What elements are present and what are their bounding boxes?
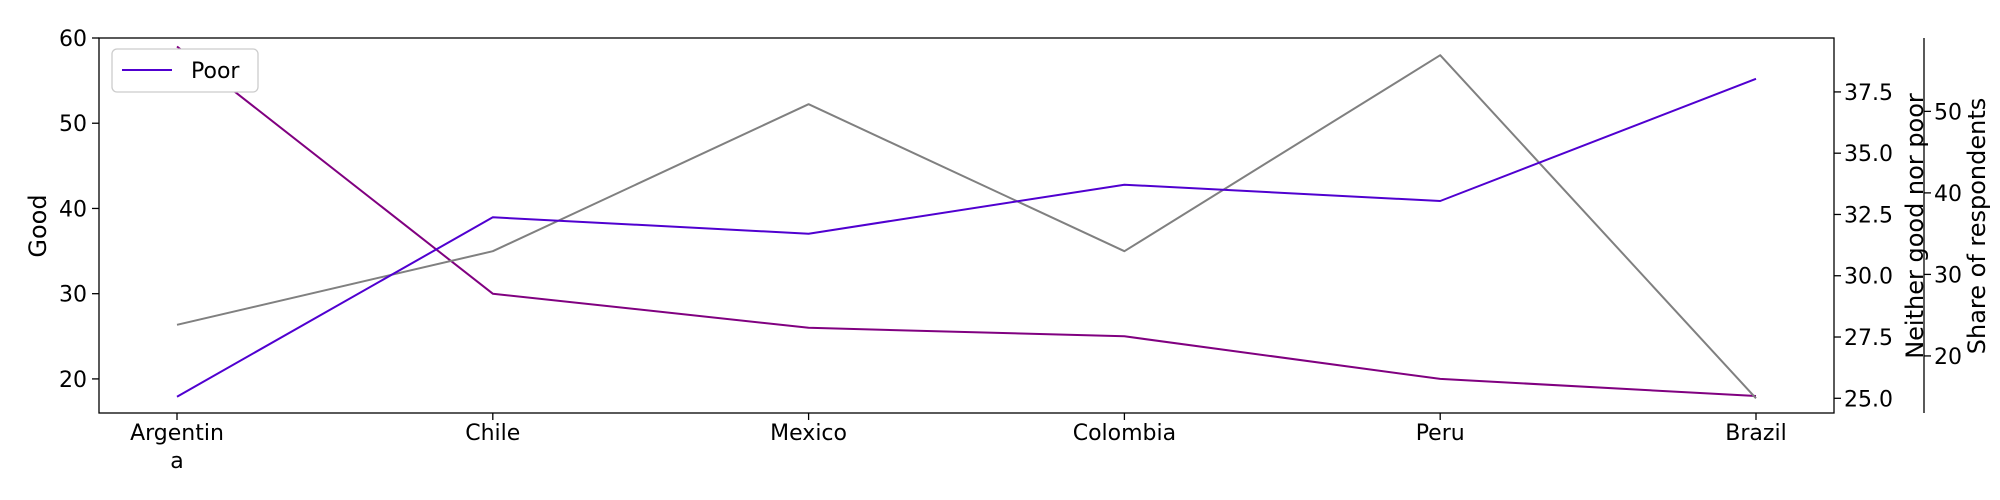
- legend-label-poor: Poor: [191, 59, 240, 84]
- series-line-neither-good-nor-poor: [176, 54, 1757, 399]
- series-lines: [176, 45, 1757, 399]
- share-axis: 20 30 40 50: [1924, 100, 1962, 370]
- share-axis-title: Share of respondents: [1963, 98, 1991, 355]
- good-axis-title: Good: [24, 194, 52, 257]
- neither-axis-tick-label: 32.5: [1844, 203, 1893, 228]
- good-axis-tick-label: 60: [59, 27, 87, 52]
- x-tick-label-peru: Peru: [1416, 421, 1465, 446]
- share-axis-tick-label: 20: [1934, 345, 1962, 370]
- series-line-poor: [176, 77, 1757, 398]
- neither-axis-tick-label: 37.5: [1844, 81, 1893, 106]
- good-axis-tick-label: 30: [59, 283, 87, 308]
- share-axis-tick-label: 40: [1934, 182, 1962, 207]
- share-axis-tick-label: 30: [1934, 263, 1962, 288]
- x-tick-label-mexico: Mexico: [770, 421, 847, 446]
- x-tick-label-line: Argentin: [130, 421, 224, 446]
- plot-frame: [98, 37, 1835, 414]
- good-axis-tick-label: 50: [59, 112, 87, 137]
- share-axis-tick-label: 50: [1934, 100, 1962, 125]
- x-tick-label-argentina: Argentin a: [130, 421, 224, 474]
- x-tick-label-line: Colombia: [1073, 421, 1176, 446]
- neither-axis-tick-label: 30.0: [1844, 265, 1893, 290]
- neither-axis-title: Neither good nor poor: [1901, 93, 1929, 359]
- neither-axis: 25.0 27.5 30.0 32.5 35.0 37.5: [1834, 81, 1893, 412]
- x-tick-label-line: Peru: [1416, 421, 1465, 446]
- x-tick-label-line: Brazil: [1725, 421, 1786, 446]
- legend: Poor: [111, 48, 259, 93]
- x-tick-label-line: a: [170, 449, 183, 474]
- good-axis-tick-label: 40: [59, 197, 87, 222]
- x-tick-label-line: Mexico: [770, 421, 847, 446]
- x-axis: Argentin a Chile Mexico Colombia Peru Brazil: [130, 413, 1787, 474]
- x-tick-label-chile: Chile: [465, 421, 520, 446]
- series-line-good: [176, 45, 1757, 397]
- x-tick-label-brazil: Brazil: [1725, 421, 1786, 446]
- good-axis-tick-label: 20: [59, 368, 87, 393]
- neither-axis-tick-label: 35.0: [1844, 142, 1893, 167]
- neither-axis-tick-label: 27.5: [1844, 326, 1893, 351]
- x-tick-label-colombia: Colombia: [1073, 421, 1176, 446]
- legend-box: [111, 48, 259, 93]
- good-axis: 20 30 40 50 60: [59, 27, 99, 393]
- x-tick-label-line: Chile: [465, 421, 520, 446]
- neither-axis-tick-label: 25.0: [1844, 387, 1893, 412]
